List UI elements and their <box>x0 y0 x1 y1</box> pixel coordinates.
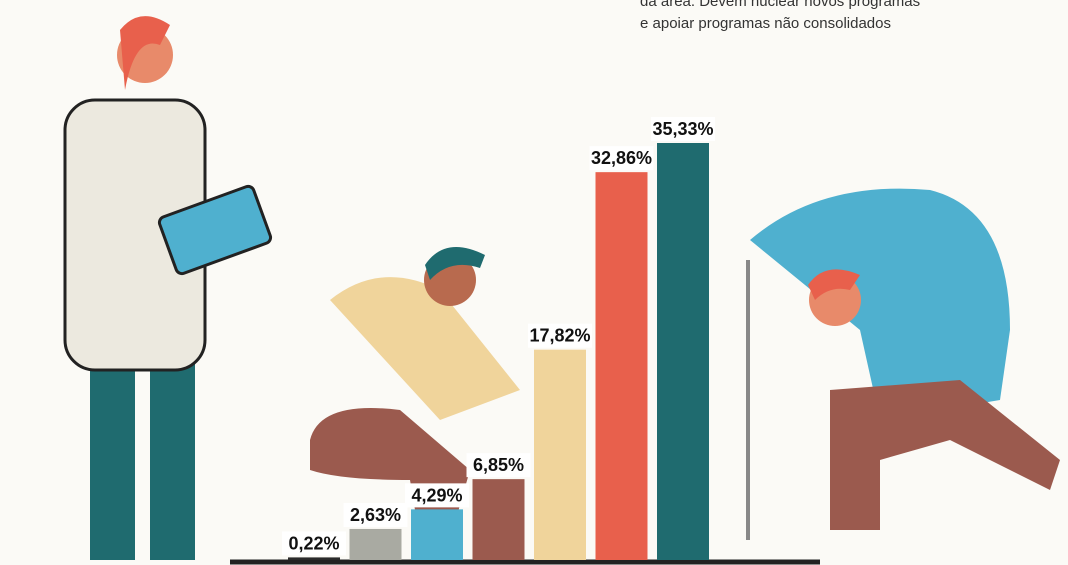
value-label-bg <box>589 146 654 171</box>
value-label-bg <box>651 117 715 141</box>
bar <box>595 172 648 560</box>
annotation: e apoiar programas não consolidados <box>640 15 891 32</box>
value-label: 2,63% <box>350 505 401 525</box>
value-label: 17,82% <box>529 326 590 346</box>
bar <box>534 349 586 560</box>
bar <box>657 143 709 560</box>
bar <box>288 557 340 560</box>
value-label-bg <box>282 531 346 556</box>
value-label-bg <box>405 483 469 508</box>
value-label: 4,29% <box>411 485 462 505</box>
value-label-bg <box>343 502 408 527</box>
bar <box>349 528 402 560</box>
value-label: 35,33% <box>652 119 713 139</box>
value-label: 0,22% <box>288 533 339 553</box>
value-label-bg <box>466 453 531 478</box>
value-label: 6,85% <box>473 455 524 475</box>
value-label: 32,86% <box>591 148 652 168</box>
bar <box>472 479 525 560</box>
annotation: da área. Devem nuclear novos programas <box>640 0 920 10</box>
value-label-bg <box>528 323 592 348</box>
bar <box>411 509 463 560</box>
